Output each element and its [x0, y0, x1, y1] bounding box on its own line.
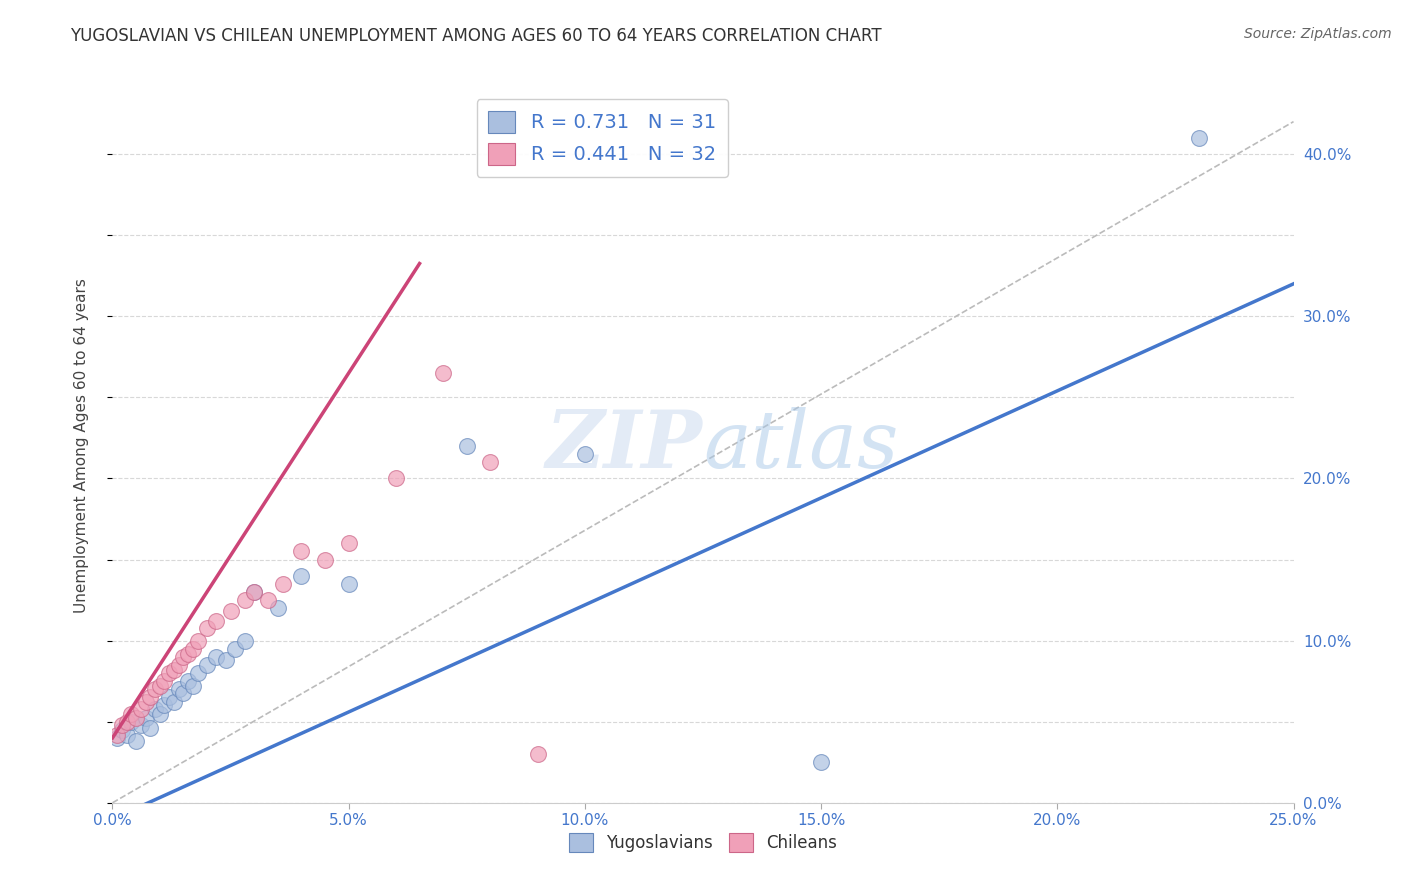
Point — [167, 657, 190, 672]
Point — [129, 702, 152, 716]
Point — [314, 552, 336, 566]
Legend: Yugoslavians, Chileans: Yugoslavians, Chileans — [562, 826, 844, 859]
Point — [111, 723, 134, 737]
Point — [153, 674, 176, 689]
Point — [271, 577, 294, 591]
Point — [195, 657, 218, 672]
Text: YUGOSLAVIAN VS CHILEAN UNEMPLOYMENT AMONG AGES 60 TO 64 YEARS CORRELATION CHART: YUGOSLAVIAN VS CHILEAN UNEMPLOYMENT AMON… — [70, 27, 882, 45]
Point — [181, 641, 204, 656]
Point — [186, 666, 208, 681]
Point — [115, 714, 138, 729]
Point — [290, 544, 312, 558]
Point — [149, 679, 172, 693]
Point — [337, 577, 360, 591]
Text: ZIP: ZIP — [546, 408, 703, 484]
Point — [172, 649, 194, 664]
Point — [135, 695, 157, 709]
Point — [139, 721, 162, 735]
Point — [135, 711, 157, 725]
Point — [337, 536, 360, 550]
Point — [129, 718, 152, 732]
Point — [177, 647, 200, 661]
Point — [186, 633, 208, 648]
Point — [810, 756, 832, 770]
Point — [195, 621, 218, 635]
Point — [219, 604, 242, 618]
Point — [143, 682, 166, 697]
Point — [120, 706, 142, 721]
Point — [139, 690, 162, 705]
Point — [163, 695, 186, 709]
Point — [290, 568, 312, 582]
Point — [163, 663, 186, 677]
Point — [125, 711, 148, 725]
Point — [115, 728, 138, 742]
Point — [157, 666, 180, 681]
Point — [243, 585, 266, 599]
Point — [267, 601, 290, 615]
Point — [149, 706, 172, 721]
Point — [167, 682, 190, 697]
Y-axis label: Unemployment Among Ages 60 to 64 years: Unemployment Among Ages 60 to 64 years — [75, 278, 89, 614]
Point — [385, 471, 408, 485]
Point — [177, 674, 200, 689]
Point — [456, 439, 478, 453]
Point — [143, 702, 166, 716]
Point — [1188, 131, 1211, 145]
Point — [233, 633, 256, 648]
Point — [215, 653, 238, 667]
Point — [157, 690, 180, 705]
Point — [526, 747, 548, 761]
Point — [105, 728, 128, 742]
Point — [125, 734, 148, 748]
Point — [574, 447, 596, 461]
Point — [105, 731, 128, 745]
Point — [479, 455, 502, 469]
Point — [205, 649, 228, 664]
Text: Source: ZipAtlas.com: Source: ZipAtlas.com — [1244, 27, 1392, 41]
Point — [224, 641, 246, 656]
Point — [243, 585, 266, 599]
Point — [120, 714, 142, 729]
Point — [205, 614, 228, 628]
Point — [172, 685, 194, 699]
Point — [257, 593, 280, 607]
Text: atlas: atlas — [703, 408, 898, 484]
Point — [153, 698, 176, 713]
Point — [181, 679, 204, 693]
Point — [432, 366, 454, 380]
Point — [233, 593, 256, 607]
Point — [111, 718, 134, 732]
